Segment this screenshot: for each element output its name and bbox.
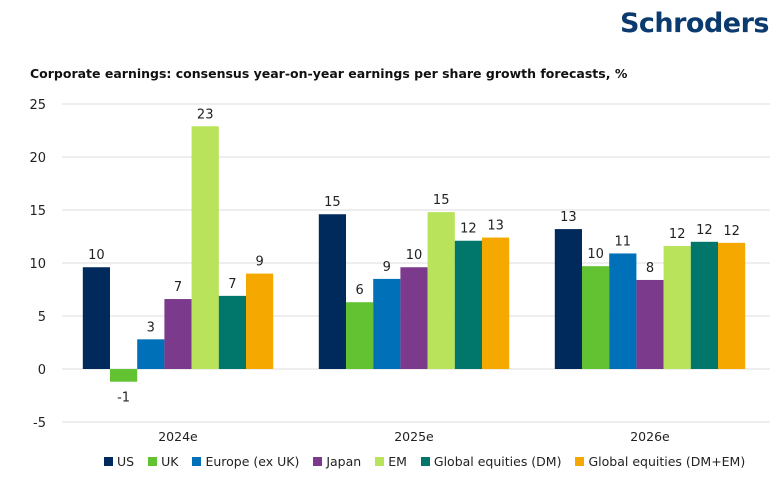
- legend-label: Europe (ex UK): [205, 454, 300, 469]
- bar-global-equities-dm-2024e: [218, 295, 246, 369]
- bar-em-2025e: [427, 212, 455, 369]
- bar-japan-2024e: [164, 299, 192, 369]
- bar-uk-2025e: [346, 302, 374, 369]
- data-label: 15: [433, 193, 450, 208]
- legend-item: Japan: [313, 454, 361, 469]
- legend-label: EM: [388, 454, 407, 469]
- data-label: 10: [406, 248, 423, 263]
- legend-swatch: [575, 457, 585, 466]
- data-label: 12: [723, 224, 740, 239]
- bar-europe-ex-uk-2025e: [373, 278, 401, 369]
- data-label: 10: [88, 248, 105, 263]
- data-label: 10: [587, 247, 604, 262]
- bar-global-equities-dm-em-2025e: [482, 237, 510, 369]
- data-label: 7: [228, 277, 236, 292]
- data-label: -1: [117, 391, 130, 406]
- data-label: 13: [487, 219, 504, 234]
- y-tick-label: 25: [29, 98, 46, 113]
- data-label: 12: [669, 227, 686, 242]
- bar-europe-ex-uk-2024e: [137, 339, 165, 369]
- legend-swatch: [104, 457, 113, 466]
- legend-label: Japan: [326, 454, 362, 469]
- legend-swatch: [192, 457, 202, 466]
- category-labels: 2024e 2025e 2026e: [158, 429, 670, 444]
- schroders-logo: Schroders: [619, 8, 770, 39]
- legend-swatch: [375, 457, 385, 466]
- data-label: 11: [615, 234, 632, 249]
- bar-uk-2024e: [110, 369, 138, 382]
- data-label: 15: [324, 195, 341, 210]
- legend-label: US: [117, 454, 135, 469]
- bar-global-equities-dm-2026e: [690, 241, 718, 369]
- bars: [82, 126, 746, 382]
- bar-global-equities-dm-em-2024e: [246, 273, 274, 369]
- legend-item: US: [104, 454, 134, 469]
- bar-us-2024e: [82, 267, 110, 369]
- legend-swatch: [148, 457, 158, 466]
- data-label: 6: [355, 283, 363, 298]
- bar-europe-ex-uk-2026e: [609, 253, 637, 369]
- y-tick-label: 20: [29, 151, 46, 166]
- legend-item: UK: [148, 454, 178, 469]
- data-label: 9: [383, 260, 391, 275]
- bar-global-equities-dm-2025e: [454, 240, 482, 369]
- legend-label: Global equities (DM): [433, 454, 562, 469]
- data-label: 12: [696, 223, 713, 238]
- legend-item: EM: [375, 454, 407, 469]
- data-label: 8: [646, 261, 654, 276]
- data-label: 12: [460, 222, 477, 237]
- bar-em-2026e: [663, 246, 691, 369]
- legend: US UK Europe (ex UK) Japan EM Global equities…: [104, 454, 745, 469]
- y-tick-label: -5: [33, 416, 46, 431]
- bar-us-2026e: [554, 229, 582, 369]
- legend-item: Global equities (DM+EM): [575, 454, 745, 469]
- data-label: 9: [255, 255, 263, 270]
- data-labels: 10 -1 3 7 23 7 9 15 6 9 10 15 12 13 13 10 11 8 12 12 12: [88, 107, 740, 405]
- bar-us-2025e: [318, 214, 346, 369]
- y-tick-label: 15: [29, 204, 46, 219]
- legend-label: UK: [161, 454, 179, 469]
- bar-global-equities-dm-em-2026e: [718, 242, 746, 369]
- legend-item: Europe (ex UK): [192, 454, 299, 469]
- y-axis-ticks: 25 20 15 10 5 0 -5: [29, 98, 46, 431]
- category-label: 2026e: [630, 429, 670, 444]
- data-label: 3: [147, 320, 155, 335]
- legend-swatch: [420, 457, 430, 466]
- legend-swatch: [313, 457, 323, 466]
- data-label: 7: [174, 280, 182, 295]
- data-label: 23: [197, 107, 214, 122]
- bar-japan-2026e: [636, 279, 664, 369]
- y-tick-label: 5: [38, 310, 46, 325]
- y-tick-label: 0: [38, 363, 46, 378]
- legend-item: Global equities (DM): [420, 454, 562, 469]
- data-label: 13: [560, 210, 577, 225]
- bar-japan-2025e: [400, 267, 428, 369]
- legend-label: Global equities (DM+EM): [588, 454, 746, 469]
- bar-em-2024e: [191, 126, 219, 369]
- bar-uk-2026e: [582, 266, 610, 369]
- category-label: 2025e: [394, 429, 434, 444]
- y-tick-label: 10: [29, 257, 46, 272]
- chart-title: Corporate earnings: consensus year-on-ye…: [30, 66, 628, 81]
- category-label: 2024e: [158, 429, 198, 444]
